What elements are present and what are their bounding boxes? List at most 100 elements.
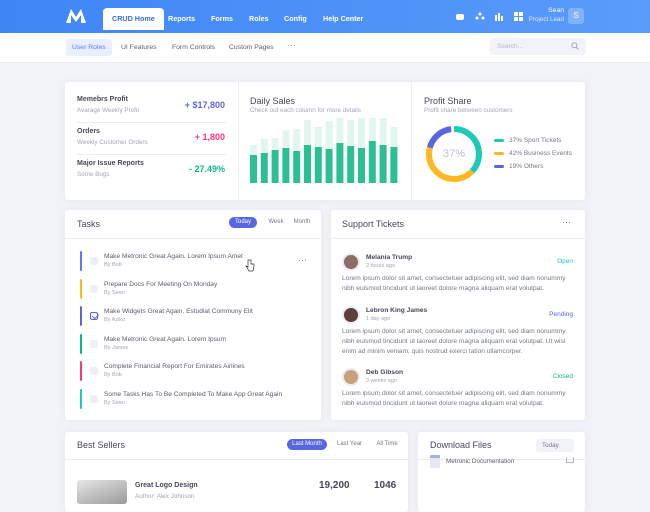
bar-lower — [358, 148, 365, 183]
donut-segment — [426, 126, 482, 182]
sub-nav-item[interactable]: User Roles — [66, 39, 112, 56]
filter-button[interactable]: All Time — [376, 441, 398, 447]
bar-lower — [260, 153, 268, 183]
sub-nav-item[interactable]: UI Features — [121, 44, 157, 51]
filter-button[interactable]: Week — [268, 219, 284, 225]
nav-tab[interactable]: Forms — [211, 14, 233, 23]
ticket-text: Lorem ipsum dolor sit amet, consectetuer… — [342, 275, 566, 292]
daily-sales-chart — [250, 118, 398, 183]
downloads-filter-label: Today — [542, 442, 559, 449]
daily-sales-subtitle: Check out each column for more details — [250, 107, 361, 114]
daily-sales-title: Daily Sales — [250, 96, 296, 106]
product-sales: 19,200 — [319, 480, 350, 491]
divider — [418, 459, 585, 460]
divider — [65, 238, 321, 239]
bar-lower — [250, 155, 257, 183]
product-count: 1046 — [374, 480, 397, 491]
task-title: Complete Financial Report For Emirates A… — [104, 363, 245, 370]
task-author: By Sean — [104, 399, 125, 406]
nav-tab[interactable]: CRUD Home — [103, 8, 164, 30]
divider — [77, 122, 226, 123]
bar-upper — [293, 129, 301, 151]
user-avatar[interactable]: S — [568, 8, 584, 24]
icon[interactable] — [456, 14, 464, 20]
icon[interactable] — [514, 12, 523, 21]
filter-button[interactable]: Last Month — [287, 439, 327, 450]
stat-title: Major Issue Reports — [77, 160, 144, 167]
bar-lower — [271, 150, 279, 183]
stat-subtitle: Weekly Customer Orders — [77, 139, 148, 146]
bar-lower — [293, 151, 301, 183]
ticket-time: 1 day ago — [366, 316, 391, 322]
bar-upper — [250, 145, 257, 155]
stat-title: Orders — [77, 128, 100, 135]
nav-tab[interactable]: Help Center — [323, 14, 364, 23]
filter-button[interactable]: Last Year — [337, 441, 363, 447]
task-checkbox[interactable] — [90, 339, 98, 348]
filter-button[interactable]: Today — [229, 217, 257, 228]
downloads-filter[interactable] — [536, 439, 574, 452]
bar-upper — [304, 120, 311, 145]
legend-swatch — [494, 139, 504, 142]
icon[interactable] — [495, 13, 503, 21]
nav-tab[interactable]: Config — [284, 14, 307, 23]
avatar — [342, 306, 360, 324]
bar-lower — [336, 143, 344, 183]
task-checkbox[interactable] — [90, 394, 98, 403]
tickets-menu[interactable]: ··· — [562, 217, 571, 227]
task-title: Some Tasks Has To Be Completed To Make A… — [104, 390, 283, 398]
header-icons — [456, 12, 523, 21]
stat-subtitle: Avarage Weekly Profit — [77, 107, 140, 114]
avatar — [342, 368, 360, 386]
task-checkbox[interactable] — [90, 257, 98, 265]
bar-upper — [260, 139, 268, 153]
cursor — [245, 259, 255, 272]
user-name: Sean — [548, 7, 564, 14]
search-icon[interactable] — [571, 42, 579, 50]
task-marker — [80, 333, 82, 354]
task-checkbox[interactable] — [90, 367, 98, 375]
task-checkbox[interactable] — [90, 284, 98, 293]
task-author: By Bob — [104, 262, 122, 268]
filter-button[interactable]: Month — [293, 219, 311, 225]
bar-upper — [271, 138, 279, 150]
task-menu[interactable]: ··· — [298, 255, 307, 265]
logo[interactable] — [66, 9, 86, 23]
user-role: Project Lead — [528, 16, 564, 23]
sub-nav-item[interactable]: Custom Pages — [229, 44, 274, 51]
legend-label: 19% Others — [509, 163, 544, 170]
bar-upper — [336, 118, 344, 143]
bar-upper — [358, 118, 365, 148]
bar-upper — [379, 118, 387, 145]
product-thumb — [77, 480, 127, 504]
profit-share-title: Profit Share — [424, 96, 472, 106]
ticket-name: Deb Gibson — [366, 369, 403, 376]
more[interactable]: ··· — [287, 40, 296, 50]
stat-value: + $17,800 — [184, 100, 225, 110]
downloads-title: Download Files — [430, 440, 492, 450]
sub-nav-item[interactable]: Form Controls — [172, 44, 216, 51]
avatar — [342, 253, 360, 271]
tasks-title: Tasks — [77, 219, 101, 229]
tasks-card — [65, 210, 321, 420]
stat-value: + 1,800 — [194, 132, 225, 142]
profit-share-subtitle: Profit share between customers — [424, 107, 513, 114]
task-author: By Sean — [104, 289, 125, 296]
divider — [65, 459, 408, 460]
product-title: Great Logo Design — [135, 482, 198, 489]
download-icon[interactable] — [566, 457, 574, 463]
task-checkbox[interactable] — [90, 312, 98, 320]
search-box[interactable] — [490, 38, 586, 55]
divider — [411, 82, 412, 200]
file-name: Metronic Documentation — [446, 458, 515, 465]
task-title: Make Metronic Great Again. Lorem Ipsum A… — [104, 253, 243, 260]
icon[interactable] — [475, 12, 485, 20]
nav-tab[interactable]: Reports — [168, 14, 196, 23]
nav-tab[interactable]: Roles — [249, 14, 269, 23]
file-icon — [430, 455, 440, 468]
bar-lower — [347, 146, 355, 183]
task-marker — [80, 306, 82, 326]
bar-upper — [314, 127, 322, 147]
task-author: By Aziko — [104, 317, 126, 323]
